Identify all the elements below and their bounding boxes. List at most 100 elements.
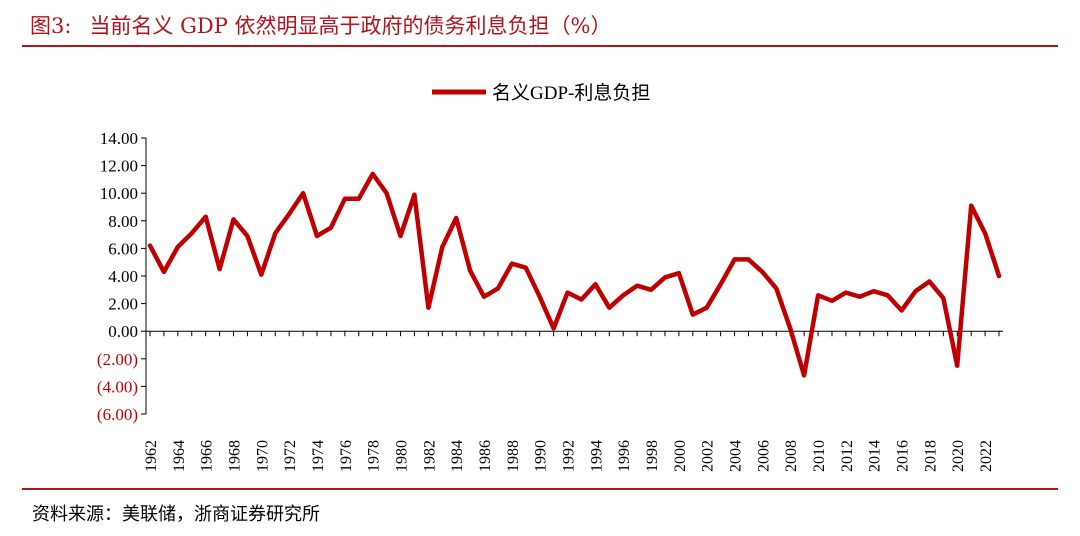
- y-tick-label: 0.00: [108, 322, 138, 341]
- series-line-nominal-gdp-minus-interest: [147, 171, 1002, 378]
- data-point: [997, 274, 1001, 278]
- data-point: [622, 294, 625, 297]
- data-point: [162, 270, 166, 274]
- data-point: [148, 244, 152, 247]
- x-tick-label: 1984: [449, 440, 466, 472]
- data-point: [983, 232, 987, 235]
- x-tick-label: 2008: [783, 440, 800, 472]
- y-tick-label: 4.00: [108, 267, 138, 286]
- data-point: [942, 296, 945, 300]
- x-tick-label: 2000: [672, 440, 689, 472]
- x-tick-label: 1968: [227, 440, 244, 472]
- data-point: [357, 197, 360, 200]
- x-tick-label: 1982: [421, 440, 438, 472]
- data-point: [441, 245, 444, 249]
- data-point: [301, 192, 305, 195]
- data-point: [427, 306, 430, 309]
- x-tick-label: 1976: [338, 440, 355, 472]
- data-point: [566, 291, 569, 294]
- x-tick-label: 2022: [978, 440, 995, 472]
- data-point: [649, 288, 653, 291]
- y-tick-label: 2.00: [108, 295, 138, 314]
- y-tick-label: 6.00: [108, 239, 138, 258]
- data-point: [329, 226, 333, 229]
- x-tick-label: 1988: [505, 440, 522, 472]
- data-point: [872, 289, 875, 293]
- x-tick-label: 1966: [199, 440, 216, 472]
- data-point: [635, 284, 639, 287]
- x-tick-label: 2018: [922, 440, 939, 472]
- data-point: [733, 258, 736, 261]
- data-point: [691, 313, 695, 316]
- x-tick-label: 1994: [588, 440, 605, 472]
- data-point: [538, 295, 541, 298]
- data-point: [830, 299, 834, 303]
- x-tick-label: 1964: [171, 440, 188, 472]
- x-tick-label: 2020: [950, 440, 967, 472]
- data-point: [371, 172, 374, 176]
- data-point: [232, 218, 235, 221]
- data-point: [900, 309, 903, 312]
- x-tick-label: 1986: [477, 440, 494, 472]
- x-tick-label: 1990: [533, 440, 550, 472]
- y-tick-label: 10.00: [100, 184, 138, 203]
- data-point: [928, 280, 931, 283]
- x-tick-label: 2016: [895, 440, 912, 472]
- data-point: [802, 374, 806, 377]
- figure-title: 图3: 当前名义 GDP 依然明显高于政府的债务利息负担（%）: [30, 10, 611, 40]
- data-point: [343, 197, 347, 200]
- data-point: [914, 289, 917, 293]
- data-point: [274, 232, 277, 235]
- data-point: [190, 232, 193, 235]
- title-divider: [22, 45, 1058, 47]
- data-point: [677, 272, 681, 275]
- x-tick-label: 1980: [394, 440, 411, 472]
- data-point: [399, 234, 402, 238]
- data-point: [524, 266, 527, 269]
- data-point: [176, 245, 180, 249]
- data-point: [969, 204, 973, 207]
- y-tick-label: (4.00): [97, 377, 138, 396]
- data-point: [218, 267, 221, 271]
- x-tick-label: 2004: [728, 440, 745, 472]
- x-tick-label: 1996: [616, 440, 633, 472]
- y-tick-label: 8.00: [108, 212, 138, 231]
- y-tick-label: 12.00: [100, 157, 138, 176]
- x-tick-label: 1970: [254, 440, 271, 472]
- data-point: [580, 298, 583, 301]
- x-tick-label: 2014: [867, 440, 884, 472]
- x-tick-label: 2012: [839, 440, 856, 472]
- data-point: [789, 327, 792, 330]
- y-tick-label: (6.00): [97, 405, 138, 424]
- data-point: [482, 295, 486, 298]
- data-point: [385, 192, 388, 195]
- x-tick-label: 1998: [644, 440, 661, 472]
- data-point: [956, 364, 959, 367]
- data-point: [844, 291, 848, 294]
- data-point: [454, 216, 458, 220]
- x-tick-label: 1978: [366, 440, 383, 472]
- data-point: [663, 276, 667, 279]
- data-point: [594, 283, 597, 286]
- data-point: [496, 287, 500, 290]
- x-tick-label: 1962: [143, 440, 160, 472]
- source-note: 资料来源：美联储，浙商证券研究所: [32, 504, 320, 525]
- x-tick-label: 1974: [310, 440, 327, 472]
- data-point: [468, 269, 472, 272]
- data-point: [705, 306, 708, 309]
- x-tick-label: 1972: [282, 440, 299, 472]
- data-point: [260, 273, 263, 276]
- figure-title-text: 当前名义 GDP 依然明显高于政府的债务利息负担（%）: [89, 14, 612, 38]
- data-point: [552, 327, 555, 330]
- data-point: [886, 294, 889, 297]
- data-point: [246, 234, 249, 238]
- x-tick-label: 2002: [700, 440, 717, 472]
- x-tick-label: 1992: [561, 440, 578, 472]
- y-tick-label: (2.00): [97, 350, 138, 369]
- data-point: [719, 283, 722, 286]
- data-point: [608, 306, 611, 309]
- data-point: [510, 262, 514, 265]
- data-point: [761, 270, 764, 274]
- data-point: [775, 287, 778, 290]
